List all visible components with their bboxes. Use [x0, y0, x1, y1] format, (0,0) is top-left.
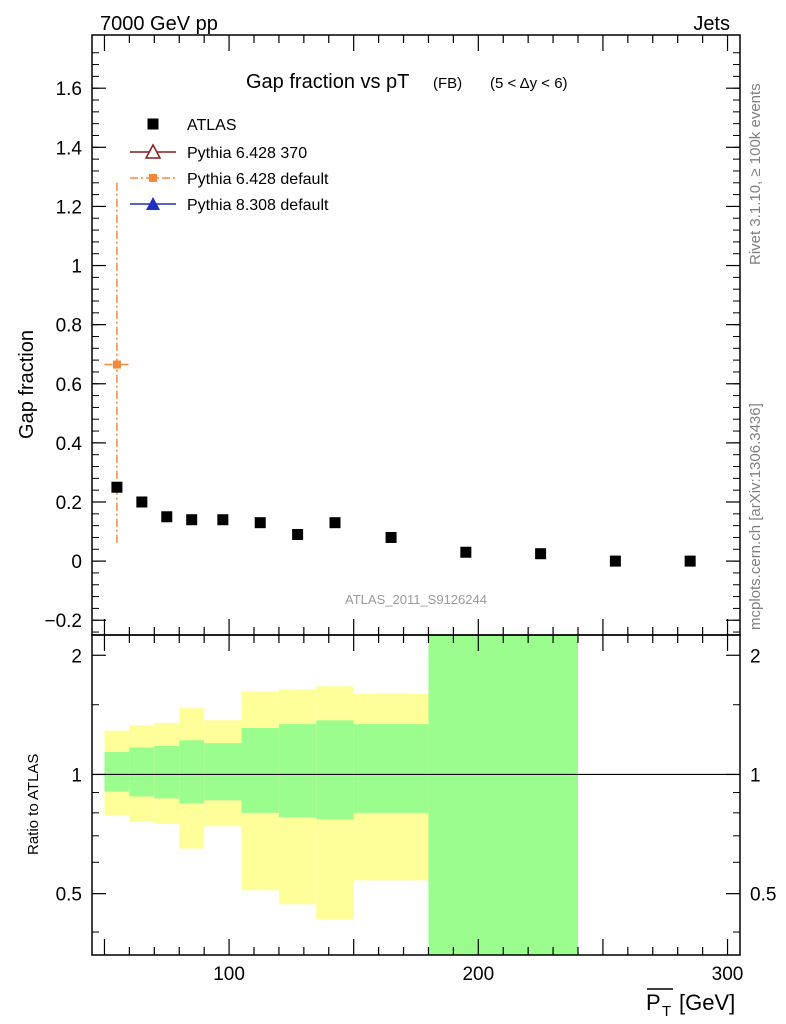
- ratio-xtick-label: 300: [712, 964, 744, 985]
- mcplots-label: mcplots.cern.ch [arXiv:1306.3436]: [747, 403, 764, 630]
- legend-label: Pythia 6.428 default: [187, 171, 329, 188]
- main-ytick-label: 0.2: [56, 493, 82, 514]
- legend-entry-2: Pythia 6.428 default: [130, 171, 329, 188]
- ratio-x-axis: 100 200 300: [103, 635, 744, 985]
- ratio-ytick-label-right: 1: [750, 765, 761, 786]
- atlas-point: [254, 517, 266, 529]
- ratio-ytick-label-right: 2: [750, 646, 761, 667]
- main-ytick-label: 0.4: [56, 434, 83, 455]
- ratio-inner-band-8: [353, 724, 429, 813]
- ratio-ylabel: Ratio to ATLAS: [25, 754, 42, 855]
- legend-entry-0: ATLAS: [147, 117, 237, 134]
- legend-marker: [149, 174, 157, 182]
- analysis-watermark: ATLAS_2011_S9126244: [345, 592, 487, 607]
- ratio-inner-band-4: [204, 743, 242, 801]
- ratio-bands: [92, 635, 740, 955]
- ratio-plot-frame: [91, 634, 741, 956]
- main-y-axis: −0.2 0 0.2 0.4 0.6 0.8 1 1.2 1.4 1.6: [44, 35, 740, 635]
- main-ytick-label: 0: [71, 552, 82, 573]
- main-plot-panel: Gap fraction Gap fraction vs pT (FB) (5 …: [16, 35, 740, 635]
- atlas-point: [385, 531, 397, 543]
- legend-label: ATLAS: [187, 117, 237, 134]
- legend-marker: [147, 118, 159, 130]
- main-ytick-label: 0.6: [56, 375, 82, 396]
- main-ytick-label: −0.2: [44, 611, 82, 632]
- ratio-plot-panel: Ratio to ATLAS 0.5 0.5 1 1 2 2 100 200 300 P T …: [25, 635, 776, 1020]
- pythia6-default-point: [112, 360, 121, 369]
- main-ytick-label: 1.6: [56, 79, 82, 100]
- ratio-y-axis: 0.5 0.5 1 1 2 2: [56, 646, 776, 933]
- atlas-point: [217, 514, 229, 526]
- legend: ATLAS Pythia 6.428 370 Pythia 6.428 defaul…: [130, 117, 329, 214]
- ratio-inner-band-5: [241, 728, 279, 813]
- ratio-inner-band-9: [428, 635, 578, 955]
- main-data-layer: [104, 182, 696, 567]
- main-ytick-label: 0.8: [56, 316, 82, 337]
- ratio-ytick-label-left: 1: [71, 765, 82, 786]
- main-ytick-label: 1.4: [56, 138, 83, 159]
- ratio-xtick-label: 100: [213, 964, 245, 985]
- ratio-inner-band-1: [129, 747, 155, 797]
- plot-title-sub: (FB): [433, 75, 462, 92]
- ratio-inner-band-2: [154, 745, 180, 799]
- ratio-inner-band-7: [316, 720, 354, 820]
- legend-marker: [146, 197, 160, 210]
- atlas-point: [136, 496, 148, 508]
- ratio-ytick-label-right: 0.5: [750, 885, 776, 906]
- atlas-point: [609, 555, 621, 567]
- atlas-point: [684, 555, 696, 567]
- x-axis-title-unit: [GeV]: [679, 990, 735, 1015]
- ratio-inner-band-3: [179, 740, 205, 804]
- atlas-point: [186, 514, 198, 526]
- atlas-point: [460, 546, 472, 558]
- atlas-point: [535, 548, 547, 560]
- ratio-ytick-label-left: 2: [71, 646, 82, 667]
- legend-entry-3: Pythia 8.308 default: [130, 197, 329, 214]
- atlas-point: [329, 517, 341, 529]
- ratio-xtick-label: 200: [462, 964, 494, 985]
- atlas-point: [292, 529, 304, 541]
- x-axis-title-sub: T: [662, 1003, 671, 1020]
- ratio-inner-band-0: [104, 751, 130, 792]
- rivet-version-label: Rivet 3.1.10, ≥ 100k events: [747, 83, 764, 265]
- legend-marker: [144, 143, 162, 159]
- ratio-ytick-label-left: 0.5: [56, 885, 82, 906]
- x-axis-title-main: P: [646, 990, 661, 1015]
- ratio-inner-band-6: [278, 724, 317, 818]
- x-axis-title: P T [GeV]: [646, 988, 735, 1020]
- header-left: 7000 GeV pp: [100, 13, 218, 35]
- legend-label: Pythia 8.308 default: [187, 197, 329, 214]
- main-ytick-label: 1.2: [56, 197, 82, 218]
- main-ytick-label: 1: [71, 257, 82, 278]
- plot-title-range: (5 < Δy < 6): [490, 75, 568, 92]
- legend-label: Pythia 6.428 370: [187, 145, 307, 162]
- main-ylabel: Gap fraction: [16, 330, 38, 439]
- legend-entry-1: Pythia 6.428 370: [130, 143, 307, 162]
- atlas-point: [161, 511, 173, 523]
- atlas-point: [111, 481, 123, 493]
- plot-title-main: Gap fraction vs pT: [246, 71, 409, 93]
- header-right: Jets: [693, 13, 730, 35]
